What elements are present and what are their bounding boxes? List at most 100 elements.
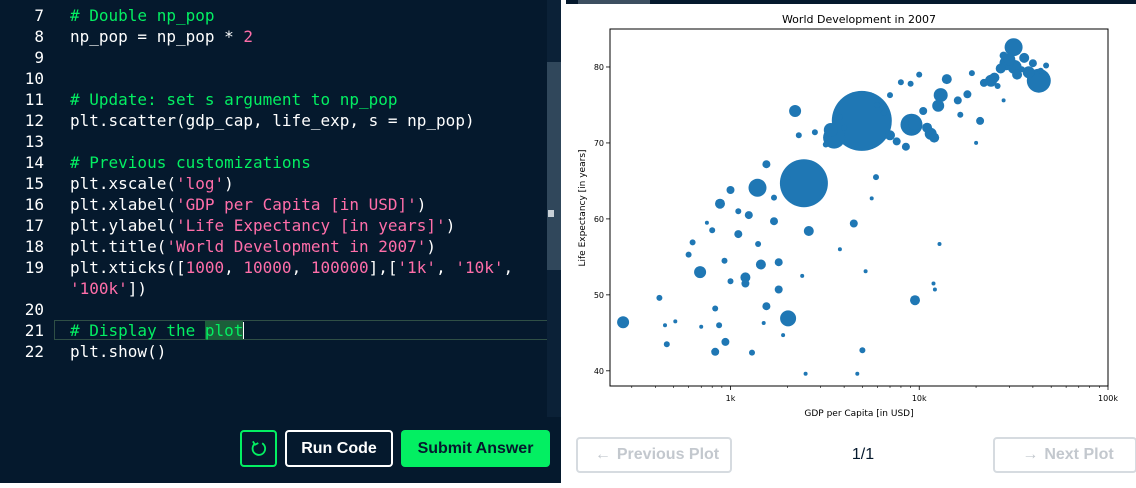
data-point bbox=[849, 219, 858, 228]
run-code-button[interactable]: Run Code bbox=[285, 430, 393, 467]
code-line[interactable]: 11 # Update: set s argument to np_pop bbox=[0, 89, 548, 110]
plot-footer bbox=[566, 482, 1136, 488]
data-point bbox=[931, 281, 936, 286]
data-point bbox=[741, 279, 750, 288]
next-plot-button[interactable]: → Next Plot bbox=[993, 437, 1136, 473]
code-string: '100k' bbox=[70, 279, 128, 298]
code-line[interactable]: 20 bbox=[0, 299, 548, 320]
x-tick-label: 1k bbox=[726, 394, 736, 403]
code-text[interactable]: plt.title('World Development in 2007') bbox=[70, 236, 436, 257]
data-point bbox=[823, 123, 838, 137]
data-point bbox=[721, 257, 728, 264]
code-line[interactable]: '100k']) bbox=[0, 278, 548, 299]
code-line[interactable]: 16 plt.xlabel('GDP per Capita [in USD]') bbox=[0, 194, 548, 215]
data-point bbox=[711, 347, 720, 356]
code-token: plt.title( bbox=[70, 237, 167, 256]
data-point bbox=[762, 160, 771, 169]
data-point bbox=[919, 107, 928, 115]
data-point bbox=[869, 196, 874, 201]
data-point bbox=[837, 247, 842, 252]
plot-top-border bbox=[566, 0, 1136, 4]
code-text[interactable]: plt.xticks([1000, 10000, 100000],['1k', … bbox=[70, 257, 513, 278]
code-token: ) bbox=[445, 216, 456, 235]
line-number: 16 bbox=[24, 195, 44, 214]
data-point bbox=[811, 129, 818, 136]
code-text[interactable]: plt.show() bbox=[70, 341, 166, 362]
line-number: 15 bbox=[24, 174, 44, 193]
code-line[interactable]: 12 plt.scatter(gdp_cap, life_exp, s = np_… bbox=[0, 110, 548, 131]
data-point bbox=[974, 140, 979, 145]
data-point bbox=[780, 310, 797, 327]
line-number: 7 bbox=[34, 6, 44, 25]
data-point bbox=[704, 220, 709, 225]
code-text[interactable]: # Double np_pop bbox=[70, 5, 215, 26]
code-text[interactable]: plt.ylabel('Life Expectancy [in years]') bbox=[70, 215, 455, 236]
refresh-icon bbox=[251, 440, 266, 456]
data-point bbox=[734, 230, 743, 239]
code-token: ) bbox=[416, 195, 427, 214]
data-point bbox=[822, 141, 829, 148]
previous-plot-button[interactable]: ← Previous Plot bbox=[576, 437, 732, 473]
line-number: 11 bbox=[24, 90, 44, 109]
code-text[interactable]: plt.xscale('log') bbox=[70, 173, 234, 194]
data-point bbox=[976, 116, 985, 125]
code-line[interactable]: 21 # Display the plot bbox=[0, 320, 548, 341]
code-string: 'log' bbox=[175, 174, 225, 193]
data-point bbox=[694, 266, 707, 279]
data-point bbox=[855, 371, 860, 376]
code-text[interactable]: plt.scatter(gdp_cap, life_exp, s = np_po… bbox=[70, 110, 475, 131]
line-number: 17 bbox=[24, 216, 44, 235]
data-point bbox=[781, 333, 786, 338]
code-token: 100000 bbox=[310, 258, 369, 277]
code-line[interactable]: 18 plt.title('World Development in 2007') bbox=[0, 236, 548, 257]
code-line[interactable]: 7 # Double np_pop bbox=[0, 5, 548, 26]
code-line[interactable]: 17 plt.ylabel('Life Expectancy [in years]… bbox=[0, 215, 548, 236]
data-point bbox=[1004, 38, 1023, 57]
data-point bbox=[916, 71, 923, 78]
code-token: plot bbox=[204, 321, 244, 340]
arrow-right-icon: → bbox=[1022, 446, 1039, 463]
code-token: ]) bbox=[127, 279, 148, 298]
code-line[interactable]: 9 bbox=[0, 47, 548, 68]
code-line[interactable]: 22 plt.show() bbox=[0, 341, 548, 362]
code-text[interactable]: # Display the plot bbox=[70, 320, 244, 341]
scatter-chart: 1k 10k 100k 40 50 60 70 80 World Development i… bbox=[578, 13, 1118, 419]
submit-answer-button[interactable]: Submit Answer bbox=[401, 430, 550, 467]
code-line[interactable]: 8 np_pop = np_pop * 2 bbox=[0, 26, 548, 47]
code-editor[interactable]: 7 # Double np_pop 8 np_pop = np_pop * 2 9 10 1… bbox=[0, 0, 561, 483]
code-token: plt.xlabel( bbox=[70, 195, 176, 214]
data-point bbox=[735, 208, 742, 215]
y-tick-label: 80 bbox=[594, 63, 604, 72]
reset-code-button[interactable] bbox=[240, 430, 277, 467]
code-line[interactable]: 10 bbox=[0, 68, 548, 89]
code-token: 1000 bbox=[185, 258, 225, 277]
data-point bbox=[774, 258, 783, 267]
code-line[interactable]: 14 # Previous customizations bbox=[0, 152, 548, 173]
code-text[interactable]: plt.xlabel('GDP per Capita [in USD]') bbox=[70, 194, 426, 215]
code-comment: # Previous customizations bbox=[70, 153, 311, 172]
code-line[interactable]: 15 plt.xscale('log') bbox=[0, 173, 548, 194]
data-point bbox=[885, 130, 895, 141]
data-point bbox=[932, 287, 937, 292]
data-point bbox=[755, 241, 762, 247]
line-number: 19 bbox=[24, 258, 44, 277]
code-string: 'World Development in 2007' bbox=[166, 237, 427, 256]
data-point bbox=[1019, 52, 1030, 63]
code-line[interactable]: 19 plt.xticks([1000, 10000, 100000],['1k'… bbox=[0, 257, 548, 278]
code-text[interactable]: # Update: set s argument to np_pop bbox=[70, 89, 398, 110]
data-point bbox=[749, 349, 755, 356]
data-point bbox=[744, 211, 753, 220]
data-point bbox=[748, 178, 767, 197]
line-number: 14 bbox=[24, 153, 44, 172]
data-point bbox=[908, 116, 922, 131]
code-text[interactable]: # Previous customizations bbox=[70, 152, 311, 173]
data-point bbox=[937, 242, 942, 246]
code-text[interactable]: np_pop = np_pop * 2 bbox=[70, 26, 253, 47]
code-text[interactable]: '100k']) bbox=[70, 278, 147, 299]
data-point bbox=[1018, 66, 1025, 73]
data-point bbox=[933, 88, 948, 103]
editor-scroll-thumb[interactable] bbox=[547, 62, 561, 270]
code-line[interactable]: 13 bbox=[0, 131, 548, 152]
code-token: 10000 bbox=[243, 258, 292, 277]
data-point bbox=[994, 83, 1001, 89]
